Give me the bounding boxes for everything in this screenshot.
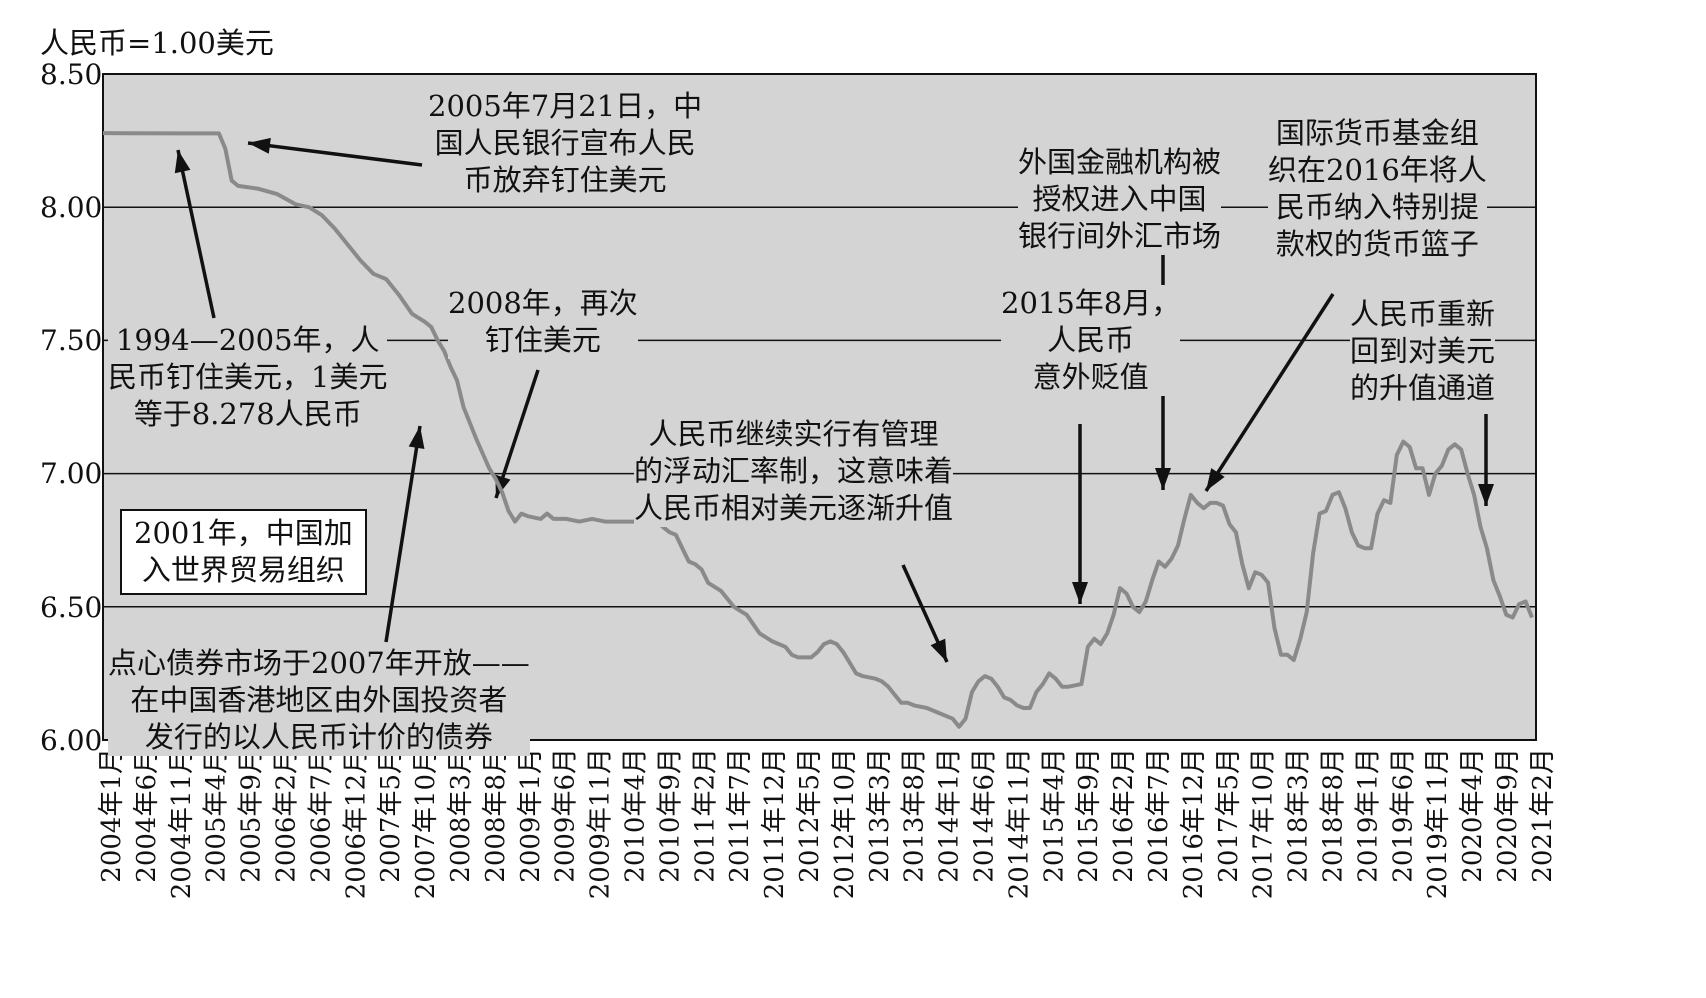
arrow-1994-peg [174, 149, 216, 319]
arrow-head [930, 638, 947, 662]
arrow-head [495, 474, 511, 498]
annotation-managed-float: 人民币继续实行有管理 的浮动汇率制，这意味着 人民币相对美元逐渐升值 [634, 416, 954, 527]
arrow-2005-depeg [247, 137, 423, 167]
x-tick-label: 2009年1月 [516, 748, 546, 883]
x-tick-label: 2015年4月 [1039, 748, 1069, 883]
arrow-shaft [247, 141, 423, 167]
series-group [102, 131, 1534, 729]
annotation-appreciation-return: 人民币重新 回到对美元 的升值通道 [1350, 296, 1496, 407]
arrow-head [1072, 582, 1088, 604]
annotation-wto: 2001年，中国加 入世界贸易组织 [120, 509, 367, 595]
x-tick-label: 2018年3月 [1284, 748, 1314, 883]
x-tick-label: 2018年8月 [1319, 748, 1349, 883]
y-tick-label: 6.50 [40, 591, 103, 624]
x-tick-label: 2009年11月 [586, 748, 616, 899]
x-tick-label: 2004年11月 [167, 748, 197, 899]
x-tick-label: 2011年12月 [760, 748, 790, 899]
x-tick-label: 2004年6月 [132, 748, 162, 883]
arrow-2008-repeg [494, 369, 540, 499]
x-tick-label: 2014年6月 [970, 748, 1000, 883]
x-tick-label: 2014年11月 [1004, 748, 1034, 899]
y-axis-unit-label: 人民币=1.00美元 [40, 26, 274, 60]
arrow-shaft [494, 369, 540, 499]
annotation-dim-sum-bonds: 点心债券市场于2007年开放—— 在中国香港地区由外国投资者 发行的以人民币计价… [108, 645, 530, 756]
x-tick-label: 2011年7月 [725, 748, 755, 883]
y-tick-label: 7.00 [40, 457, 103, 490]
x-axis: 2004年1月 2004年6月 2004年11月 2005年4月 2005年9月 2006… [97, 748, 1558, 899]
arrow-head [408, 426, 425, 449]
arrow-head [1206, 468, 1225, 491]
x-tick-label: 2016年12月 [1179, 748, 1209, 899]
annotation-arrows [174, 137, 1494, 663]
x-tick-label: 2010年4月 [621, 748, 651, 883]
annotation-1994-peg: 1994—2005年，人 民币钉住美元，1美元 等于8.278人民币 [108, 322, 388, 433]
x-tick-label: 2017年10月 [1249, 748, 1279, 899]
x-tick-label: 2020年9月 [1493, 748, 1523, 883]
x-tick-label: 2015年9月 [1074, 748, 1104, 883]
x-tick-label: 2006年12月 [341, 748, 371, 899]
x-tick-label: 2013年8月 [900, 748, 930, 883]
x-tick-label: 2017年5月 [1214, 748, 1244, 883]
arrow-return [1478, 414, 1494, 506]
arrow-shaft [1204, 293, 1335, 492]
x-tick-label: 2005年4月 [202, 748, 232, 883]
x-tick-label: 2016年2月 [1109, 748, 1139, 883]
x-tick-label: 2005年9月 [237, 748, 267, 883]
x-tick-label: 2012年5月 [795, 748, 825, 883]
x-tick-label: 2008年8月 [481, 748, 511, 883]
y-tick-label: 6.00 [40, 724, 103, 757]
arrow-head [1478, 484, 1494, 506]
x-tick-label: 2008年3月 [446, 748, 476, 883]
x-tick-label: 2016年7月 [1144, 748, 1174, 883]
x-tick-label: 2014年1月 [935, 748, 965, 883]
arrow-2015-devaluation [1072, 424, 1088, 604]
x-tick-label: 2019年6月 [1388, 748, 1418, 883]
y-tick-label: 7.50 [40, 324, 103, 357]
y-tick-label: 8.50 [40, 58, 103, 91]
x-tick-label: 2007年10月 [411, 748, 441, 899]
annotation-foreign-institutions: 外国金融机构被 授权进入中国 银行间外汇市场 [1018, 144, 1222, 255]
arrow-head [174, 150, 191, 174]
x-tick-label: 2021年2月 [1528, 748, 1558, 883]
x-tick-label: 2009年6月 [551, 748, 581, 883]
arrow-shaft [176, 149, 216, 319]
x-tick-label: 2004年1月 [97, 748, 127, 883]
x-tick-label: 2011年2月 [690, 748, 720, 883]
x-tick-label: 2006年2月 [272, 748, 302, 883]
arrow-head [1155, 468, 1171, 490]
arrow-imf-sdr [1204, 293, 1335, 492]
arrow-dim-sum [384, 425, 425, 643]
arrow-managed-float [901, 564, 949, 663]
x-tick-label: 2013年3月 [865, 748, 895, 883]
x-tick-label: 2007年5月 [376, 748, 406, 883]
series-line [102, 131, 1534, 729]
arrow-head [248, 137, 271, 154]
x-tick-label: 2019年11月 [1423, 748, 1453, 899]
x-tick-label: 2006年7月 [306, 748, 336, 883]
x-tick-label: 2012年10月 [830, 748, 860, 899]
arrow-shaft [384, 425, 422, 643]
annotation-2005-depeg: 2005年7月21日，中 国人民银行宣布人民 币放弃钉住美元 [428, 88, 703, 199]
annotation-2008-repeg: 2008年，再次 钉住美元 [448, 285, 638, 359]
x-tick-label: 2019年1月 [1353, 748, 1383, 883]
y-tick-label: 8.00 [40, 191, 103, 224]
annotation-2015-devaluation: 2015年8月， 人民币 意外贬值 [1001, 285, 1181, 396]
annotation-imf-sdr: 国际货币基金组 织在2016年将人 民币纳入特别提 款权的货币篮子 [1268, 115, 1487, 263]
x-tick-label: 2020年4月 [1458, 748, 1488, 883]
x-tick-label: 2010年9月 [655, 748, 685, 883]
